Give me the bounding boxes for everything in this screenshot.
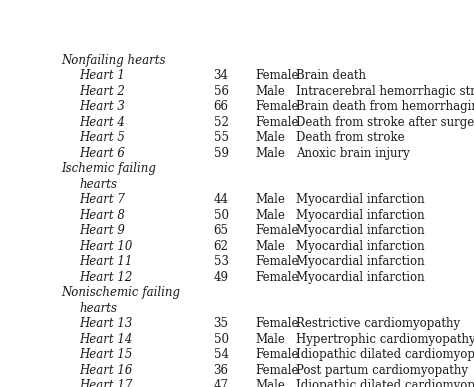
Text: Ischemic failing: Ischemic failing [61,163,156,175]
Text: 53: 53 [213,255,228,268]
Text: 44: 44 [213,194,228,206]
Text: Nonfailing hearts: Nonfailing hearts [61,54,165,67]
Text: 47: 47 [213,379,228,387]
Text: Restrictive cardiomyopathy: Restrictive cardiomyopathy [296,317,460,330]
Text: Nonischemic failing: Nonischemic failing [61,286,180,299]
Text: Male: Male [256,379,286,387]
Text: Male: Male [256,85,286,98]
Text: Heart 10: Heart 10 [80,240,133,253]
Text: Heart 9: Heart 9 [80,224,125,237]
Text: hearts: hearts [80,178,118,191]
Text: Male: Male [256,209,286,222]
Text: 49: 49 [213,271,228,284]
Text: hearts: hearts [80,302,118,315]
Text: Female: Female [256,255,299,268]
Text: Death from stroke: Death from stroke [296,131,405,144]
Text: Heart 12: Heart 12 [80,271,133,284]
Text: Female: Female [256,317,299,330]
Text: Female: Female [256,271,299,284]
Text: 55: 55 [213,131,228,144]
Text: Female: Female [256,116,299,129]
Text: Female: Female [256,348,299,361]
Text: Heart 15: Heart 15 [80,348,133,361]
Text: Heart 6: Heart 6 [80,147,125,160]
Text: Heart 1: Heart 1 [80,69,125,82]
Text: 50: 50 [213,209,228,222]
Text: Heart 13: Heart 13 [80,317,133,330]
Text: Post partum cardiomyopathy: Post partum cardiomyopathy [296,364,468,377]
Text: Myocardial infarction: Myocardial infarction [296,240,425,253]
Text: Male: Male [256,147,286,160]
Text: 52: 52 [213,116,228,129]
Text: Male: Male [256,131,286,144]
Text: Idiopathic dilated cardiomyopathy: Idiopathic dilated cardiomyopathy [296,379,474,387]
Text: Heart 16: Heart 16 [80,364,133,377]
Text: Death from stroke after surgery: Death from stroke after surgery [296,116,474,129]
Text: 59: 59 [213,147,228,160]
Text: Male: Male [256,240,286,253]
Text: Idiopathic dilated cardiomyopathy: Idiopathic dilated cardiomyopathy [296,348,474,361]
Text: Heart 11: Heart 11 [80,255,133,268]
Text: Male: Male [256,333,286,346]
Text: Hypertrophic cardiomyopathy: Hypertrophic cardiomyopathy [296,333,474,346]
Text: Heart 3: Heart 3 [80,100,125,113]
Text: 62: 62 [213,240,228,253]
Text: Myocardial infarction: Myocardial infarction [296,255,425,268]
Text: Brain death: Brain death [296,69,366,82]
Text: Heart 4: Heart 4 [80,116,125,129]
Text: Female: Female [256,69,299,82]
Text: 54: 54 [213,348,228,361]
Text: Anoxic brain injury: Anoxic brain injury [296,147,410,160]
Text: 65: 65 [213,224,228,237]
Text: Myocardial infarction: Myocardial infarction [296,271,425,284]
Text: Heart 7: Heart 7 [80,194,125,206]
Text: Heart 8: Heart 8 [80,209,125,222]
Text: 35: 35 [213,317,228,330]
Text: Heart 17: Heart 17 [80,379,133,387]
Text: Heart 14: Heart 14 [80,333,133,346]
Text: Intracerebral hemorrhagic stroke: Intracerebral hemorrhagic stroke [296,85,474,98]
Text: Male: Male [256,194,286,206]
Text: Heart 5: Heart 5 [80,131,125,144]
Text: Brain death from hemorrhaging: Brain death from hemorrhaging [296,100,474,113]
Text: 34: 34 [213,69,228,82]
Text: 36: 36 [213,364,228,377]
Text: Myocardial infarction: Myocardial infarction [296,209,425,222]
Text: Myocardial infarction: Myocardial infarction [296,194,425,206]
Text: Female: Female [256,364,299,377]
Text: 66: 66 [213,100,228,113]
Text: 50: 50 [213,333,228,346]
Text: Heart 2: Heart 2 [80,85,125,98]
Text: 56: 56 [213,85,228,98]
Text: Female: Female [256,100,299,113]
Text: Female: Female [256,224,299,237]
Text: Myocardial infarction: Myocardial infarction [296,224,425,237]
